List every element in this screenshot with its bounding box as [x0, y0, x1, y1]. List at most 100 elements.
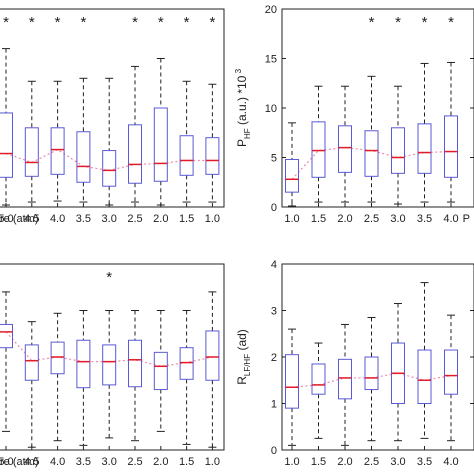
box-iqr: [76, 339, 91, 389]
y-tick-label: 0: [271, 445, 277, 457]
box-1.0: [285, 122, 299, 207]
significance-star: *: [395, 14, 401, 31]
box-2.0: [338, 323, 352, 446]
box-4.0: [444, 314, 458, 442]
box-5.0: [0, 48, 13, 206]
y-tick-label: 10: [265, 103, 277, 115]
x-tick-label: 4.0: [50, 213, 65, 225]
x-tick-label: 4.5: [24, 213, 39, 225]
x-tick-label: 1.5: [311, 213, 326, 225]
x-tick-label: 3.0: [102, 213, 117, 225]
y-axis-label-main: R: [235, 376, 249, 385]
box-3.0: [391, 303, 405, 442]
box-4.5: [24, 321, 39, 448]
y-axis-label: RLF/HF (ad): [235, 329, 252, 385]
x-tick-label: 1.5: [179, 456, 194, 468]
x-tick-label: 4.0: [443, 456, 458, 468]
box-iqr: [205, 330, 220, 381]
box-1.5: [311, 85, 326, 203]
significance-star: *: [80, 14, 86, 31]
y-axis-label: PHF (a.u.) *10 3: [234, 68, 252, 147]
box-iqr: [364, 356, 379, 391]
y-axis-label-superscript: 3: [234, 68, 243, 75]
x-axis-label: re (atm): [0, 213, 39, 225]
box-iqr: [338, 358, 352, 400]
box-iqr: [153, 107, 168, 182]
box-iqr: [102, 344, 117, 386]
significance-star: *: [448, 14, 454, 31]
x-tick-label: 2.0: [337, 213, 352, 225]
box-iqr: [364, 130, 379, 177]
y-tick-label: 20: [265, 4, 277, 16]
box-iqr: [285, 354, 299, 409]
x-axis-label: re (atm): [0, 456, 39, 468]
x-tick-label: 4.0: [443, 213, 458, 225]
plot-frame: [0, 8, 225, 208]
box-1.0: [205, 291, 220, 448]
x-tick-label: 3.0: [102, 456, 117, 468]
y-axis-label-main: P: [235, 139, 249, 147]
x-tick-label: 2.5: [364, 213, 379, 225]
box-1.5: [179, 310, 194, 445]
box-iqr: [0, 323, 13, 349]
box-3.5: [417, 62, 432, 203]
box-4.0: [50, 312, 65, 442]
significance-star: *: [106, 269, 112, 286]
x-tick-label: 1.0: [284, 456, 299, 468]
box-2.0: [338, 85, 352, 203]
chart-panel-bottom-left: 5.0 4.5 4.0 3.5 3.0 2.5 2.0 1.5 1.0 * re (atm): [0, 263, 225, 468]
box-iqr: [50, 341, 65, 375]
box-iqr: [153, 351, 168, 391]
box-iqr: [311, 363, 326, 395]
y-tick-label: 1: [271, 399, 277, 411]
box-2.0: [153, 58, 168, 206]
box-3.5: [76, 310, 91, 446]
box-1.5: [311, 342, 326, 439]
box-2.0: [153, 310, 168, 432]
y-axis-label-unit: (a.u.) *10: [235, 75, 249, 128]
box-1.0: [285, 328, 299, 446]
y-axis-label-subscript: HF: [243, 128, 252, 139]
box-iqr: [128, 339, 142, 388]
box-4.0: [50, 80, 65, 202]
x-tick-label: 3.5: [417, 213, 432, 225]
box-iqr: [102, 150, 117, 187]
box-3.5: [417, 282, 432, 439]
x-tick-label: 3.5: [76, 456, 91, 468]
significance-star: *: [132, 14, 138, 31]
box-4.0: [444, 61, 458, 203]
y-tick-label: 15: [265, 54, 277, 66]
box-iqr: [338, 125, 352, 173]
chart-panel-bottom-right: 0 1 2 3 4 1.0 1.5 2.0 2.5 3.0 3.5 4.0 RLF/HF (ad): [235, 259, 474, 468]
x-tick-label: 3.0: [390, 456, 405, 468]
significance-star: *: [422, 14, 428, 31]
x-tick-label: 2.0: [153, 456, 168, 468]
box-iqr: [50, 127, 65, 175]
box-5.0: [0, 291, 13, 432]
box-2.5: [364, 316, 379, 442]
x-tick-label: 1.0: [284, 213, 299, 225]
y-axis-label-unit: (ad): [235, 329, 249, 354]
plot-frame: [0, 263, 225, 451]
x-tick-label: 3.5: [76, 213, 91, 225]
box-2.5: [128, 310, 142, 442]
x-tick-label: 1.0: [205, 456, 220, 468]
box-iqr: [417, 123, 432, 174]
significance-star: *: [184, 14, 190, 31]
x-tick-label: 2.0: [153, 213, 168, 225]
x-tick-label: 3.5: [417, 456, 432, 468]
x-tick-label: 2.5: [127, 456, 142, 468]
box-iqr: [0, 112, 13, 178]
box-2.5: [364, 75, 379, 203]
x-tick-label: 2.0: [337, 456, 352, 468]
box-3.5: [76, 77, 91, 203]
box-1.5: [179, 80, 194, 203]
x-tick-label: 4.5: [24, 456, 39, 468]
box-iqr: [285, 158, 299, 193]
x-axis-label: P: [463, 213, 470, 225]
x-tick-label: 4.0: [50, 456, 65, 468]
box-iqr: [24, 344, 39, 381]
box-2.5: [128, 65, 142, 203]
x-tick-label: 5.0: [0, 456, 14, 468]
